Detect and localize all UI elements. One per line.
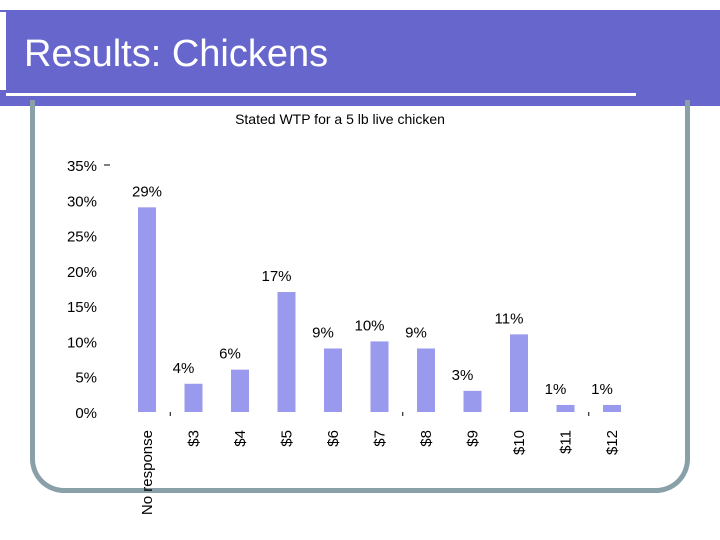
x-tick-label: $7 (372, 430, 389, 447)
bars: 29% 4% 6% 17% 9% 10% 9% 3% 11% 1% 1% (132, 183, 621, 412)
slide-frame (30, 100, 690, 493)
x-axis: No response $3 $4 $5 $6 $7 $8 $9 $10 $11 $12 (139, 412, 621, 515)
data-label: 1% (591, 381, 613, 398)
y-tick-label: 20% (67, 264, 97, 281)
x-tick-label: $5 (279, 430, 296, 447)
x-tick-label: $9 (465, 430, 482, 447)
bar (231, 369, 249, 412)
title-bar-notch (0, 12, 6, 90)
y-tick-label: 5% (75, 370, 97, 387)
y-axis: 0% 5% 10% 15% 20% 25% 30% 35% (67, 158, 110, 422)
data-label: 11% (495, 310, 524, 327)
x-tick-label: $12 (604, 430, 621, 455)
chart-title: Stated WTP for a 5 lb live chicken (235, 111, 445, 127)
bar (277, 292, 296, 412)
x-tick-label: $11 (558, 430, 575, 454)
y-tick-label: 0% (75, 405, 97, 422)
title-bar (0, 10, 720, 106)
x-tick-label: $10 (511, 430, 528, 455)
data-label: 17% (261, 268, 291, 285)
y-tick-label: 15% (67, 299, 97, 316)
y-tick-label: 10% (67, 334, 97, 351)
y-tick-label: 35% (67, 158, 97, 175)
data-label: 9% (405, 324, 427, 341)
bar (138, 207, 156, 412)
data-label: 3% (452, 367, 474, 384)
bar (510, 334, 528, 412)
x-tick-label: No response (139, 430, 156, 515)
bar (556, 404, 575, 412)
bar (603, 404, 621, 412)
y-tick-label: 25% (67, 229, 97, 246)
bar (370, 341, 389, 412)
data-label: 4% (173, 360, 195, 377)
data-label: 10% (354, 317, 384, 334)
x-tick-label: $6 (325, 430, 342, 447)
slide-title: Results: Chickens (24, 33, 329, 75)
data-label: 1% (545, 381, 567, 398)
data-label: 6% (219, 346, 241, 363)
x-tick-label: $3 (186, 430, 203, 447)
x-tick-label: $8 (418, 430, 435, 447)
data-label: 9% (312, 324, 334, 341)
data-label: 29% (132, 183, 162, 200)
title-underline (6, 93, 636, 96)
bar (417, 348, 435, 412)
bar (463, 390, 482, 412)
bar (184, 383, 203, 412)
bar (324, 348, 342, 412)
y-tick-label: 30% (67, 193, 97, 210)
x-tick-label: $4 (232, 430, 249, 447)
